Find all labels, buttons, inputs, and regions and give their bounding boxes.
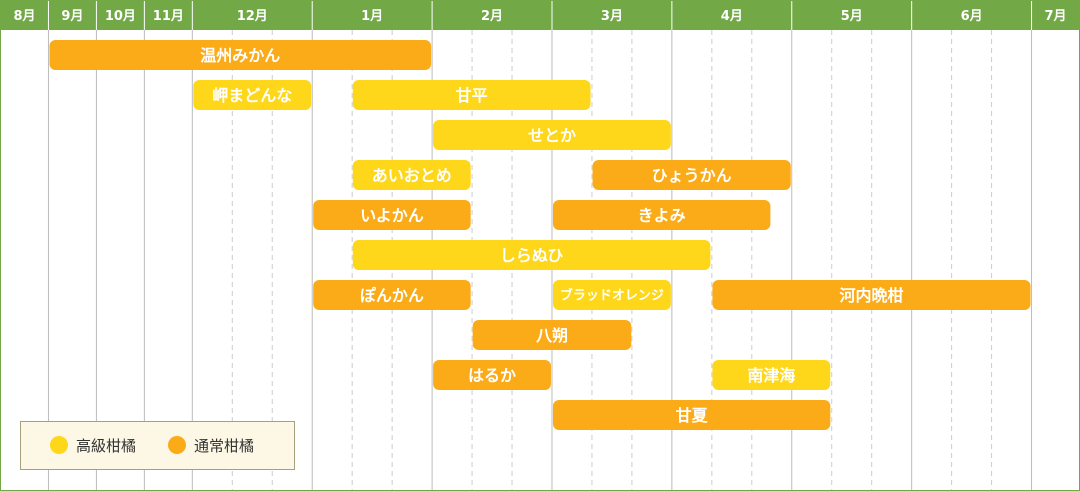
- month-label: 4月: [721, 9, 743, 24]
- bar-河内晩柑: [712, 280, 1031, 310]
- bar-甘夏: [552, 400, 831, 430]
- bar-label: せとか: [528, 126, 576, 145]
- bar-label: いよかん: [360, 206, 424, 225]
- month-label: 6月: [961, 9, 983, 24]
- bar-label: 岬まどんな: [212, 86, 292, 105]
- month-label: 12月: [237, 9, 268, 24]
- month-label: 5月: [841, 9, 863, 24]
- legend-label-premium: 高級柑橘: [76, 437, 136, 455]
- bar-八朔: [472, 320, 632, 350]
- month-label: 2月: [481, 9, 503, 24]
- bar-label: きよみ: [638, 206, 686, 225]
- month-label: 1月: [361, 9, 383, 24]
- month-label: 3月: [601, 9, 623, 24]
- month-label: 9月: [61, 9, 83, 24]
- bar-せとか: [433, 120, 671, 150]
- bar-label: ぽんかん: [360, 286, 424, 305]
- bar-label: 南津海: [747, 366, 795, 385]
- legend-swatch-regular: [168, 436, 186, 454]
- bar-label: しらぬひ: [500, 246, 564, 265]
- bar-ぽんかん: [313, 280, 471, 310]
- bar-岬まどんな: [193, 80, 312, 110]
- bar-温州みかん: [49, 40, 432, 70]
- month-label: 7月: [1044, 9, 1066, 24]
- bar-label: はるか: [468, 366, 516, 385]
- bar-はるか: [433, 360, 551, 390]
- bar-label: 温州みかん: [199, 46, 280, 65]
- month-label: 8月: [13, 9, 35, 24]
- bar-甘平: [352, 80, 591, 110]
- bar-label: 甘夏: [676, 406, 709, 425]
- bar-いよかん: [313, 200, 471, 230]
- bar-label: ひょうかん: [652, 166, 732, 185]
- bar-label: 甘平: [456, 86, 488, 105]
- bar-きよみ: [552, 200, 771, 230]
- month-label: 11月: [153, 9, 184, 24]
- header-band: [0, 0, 1080, 30]
- month-label: 10月: [105, 9, 136, 24]
- bar-label: ブラッドオレンジ: [560, 288, 664, 304]
- bar-label: 八朔: [535, 326, 568, 345]
- bar-南津海: [712, 360, 831, 390]
- bar-しらぬひ: [352, 240, 711, 270]
- bar-ブラッドオレンジ: [552, 280, 671, 310]
- bar-あいおとめ: [352, 160, 471, 190]
- bar-ひょうかん: [592, 160, 791, 190]
- bar-label: あいおとめ: [372, 166, 452, 185]
- legend-swatch-premium: [50, 436, 68, 454]
- legend-label-regular: 通常柑橘: [194, 437, 254, 455]
- bar-label: 河内晩柑: [839, 286, 903, 305]
